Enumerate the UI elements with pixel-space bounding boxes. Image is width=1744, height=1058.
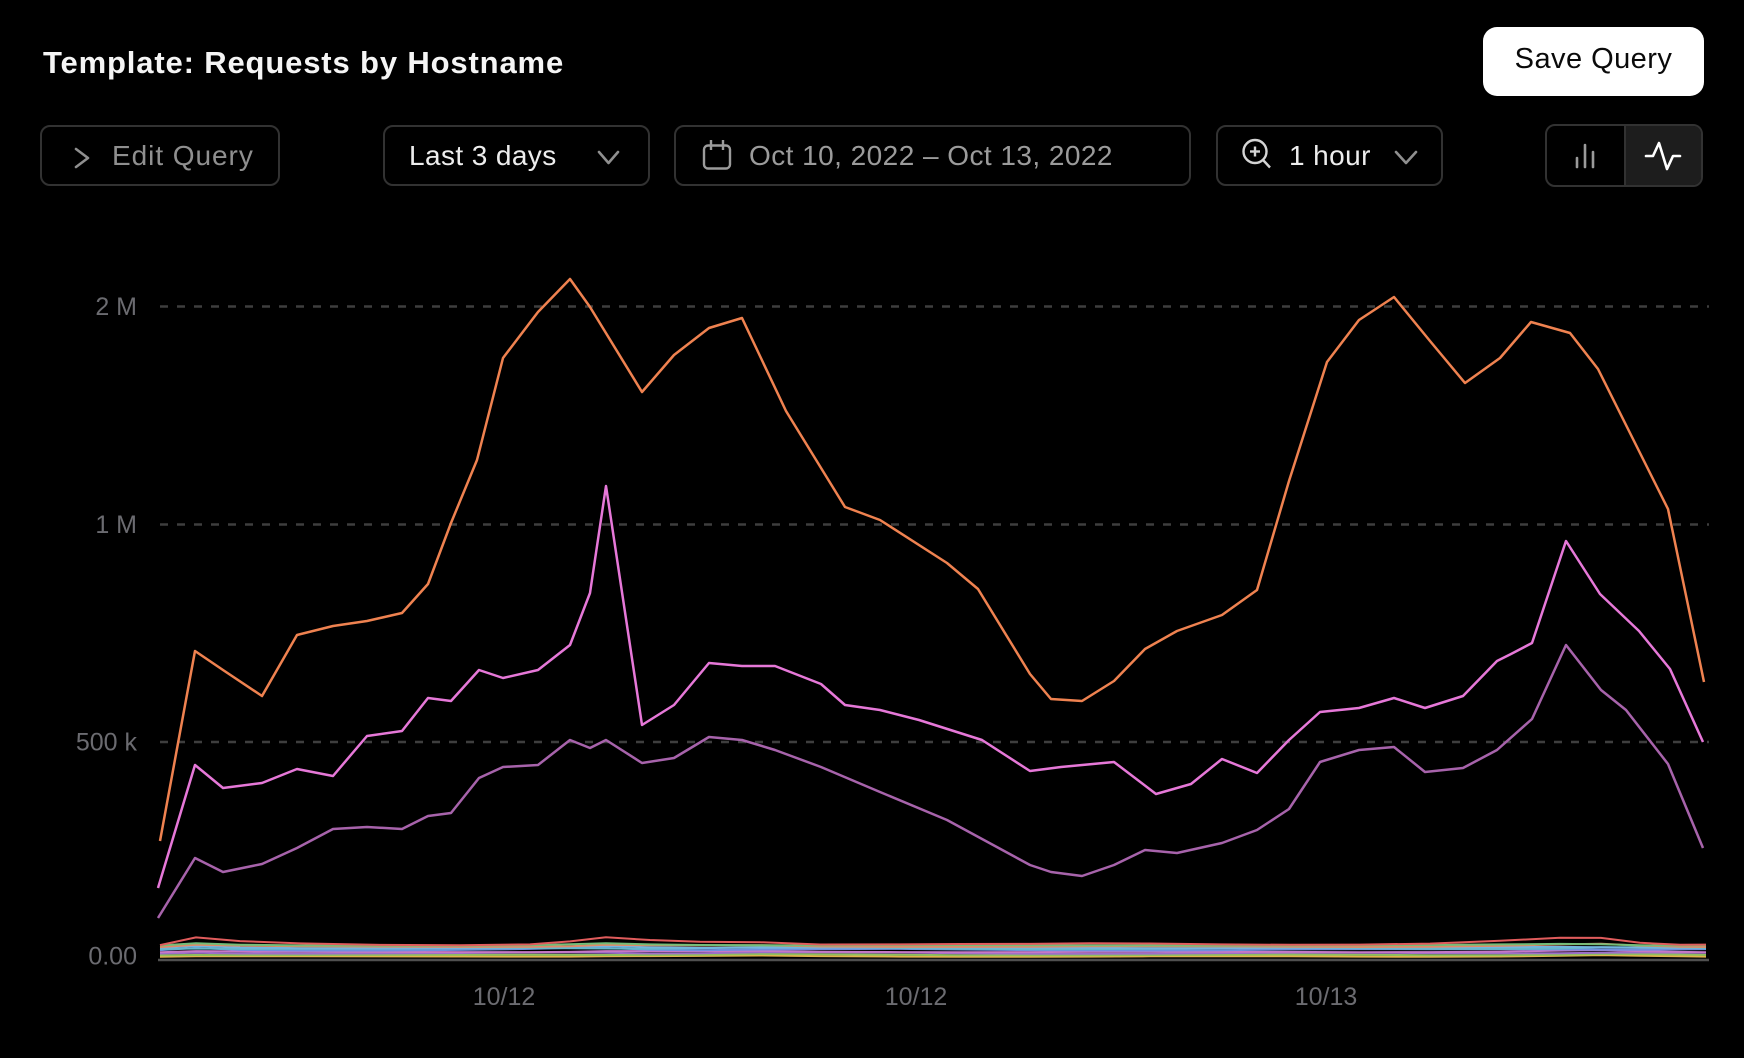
svg-text:10/12: 10/12 — [473, 983, 536, 1011]
svg-text:0.00: 0.00 — [88, 943, 137, 971]
svg-text:10/12: 10/12 — [885, 983, 948, 1011]
svg-text:10/13: 10/13 — [1295, 983, 1358, 1011]
svg-text:1 M: 1 M — [95, 511, 137, 539]
svg-text:2 M: 2 M — [95, 293, 137, 321]
svg-text:500 k: 500 k — [76, 729, 138, 757]
